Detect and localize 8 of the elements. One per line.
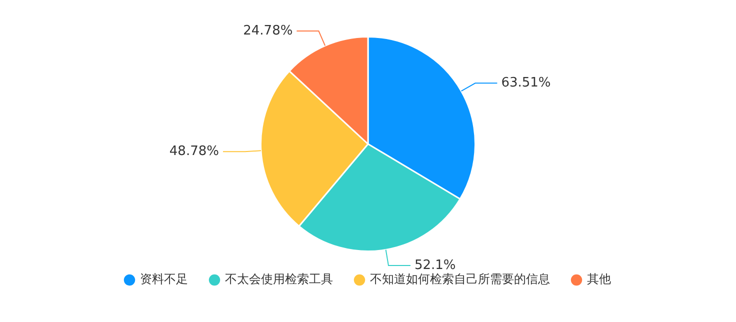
legend-label: 其他 bbox=[587, 272, 611, 286]
legend-label: 资料不足 bbox=[140, 272, 188, 286]
data-label: 24.78% bbox=[243, 23, 293, 38]
data-label: 52.1% bbox=[414, 258, 456, 273]
data-label: 48.78% bbox=[169, 144, 219, 160]
legend-label: 不知道如何检索自己所需要的信息 bbox=[370, 272, 550, 286]
data-label: 63.51% bbox=[501, 76, 551, 91]
legend-label: 不太会使用检索工具 bbox=[225, 272, 333, 286]
